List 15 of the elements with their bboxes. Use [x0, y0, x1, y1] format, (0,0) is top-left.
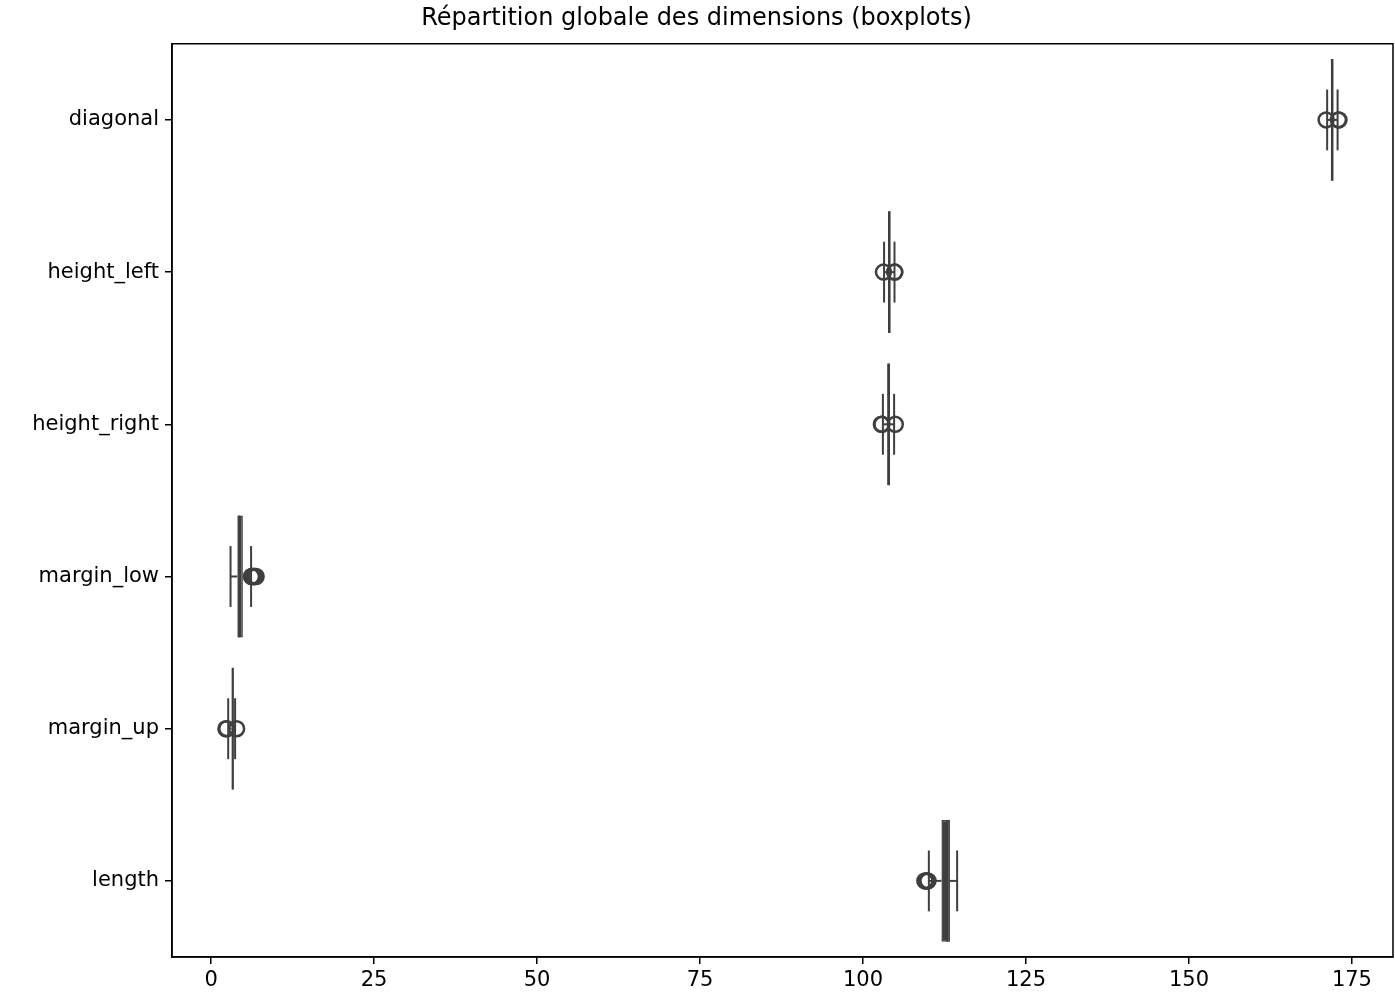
x-tick-label: 0 — [204, 967, 218, 992]
y-tick-label: height_right — [32, 410, 159, 436]
x-tick-label: 100 — [842, 967, 884, 992]
y-tick-label: margin_low — [38, 562, 159, 588]
y-tick-label: length — [92, 867, 159, 892]
x-tick-label: 75 — [686, 967, 714, 992]
x-tick-label: 125 — [1005, 967, 1047, 992]
x-tick-label: 150 — [1168, 967, 1209, 992]
y-tick-label: diagonal — [68, 106, 159, 131]
chart-title: Répartition globale des dimensions (boxplots) — [421, 2, 972, 31]
y-tick-label: margin_up — [47, 715, 159, 741]
x-tick-label: 25 — [360, 967, 388, 992]
y-tick-label: height_left — [47, 258, 159, 284]
x-tick-label: 175 — [1331, 967, 1372, 992]
x-tick-label: 50 — [523, 967, 551, 992]
